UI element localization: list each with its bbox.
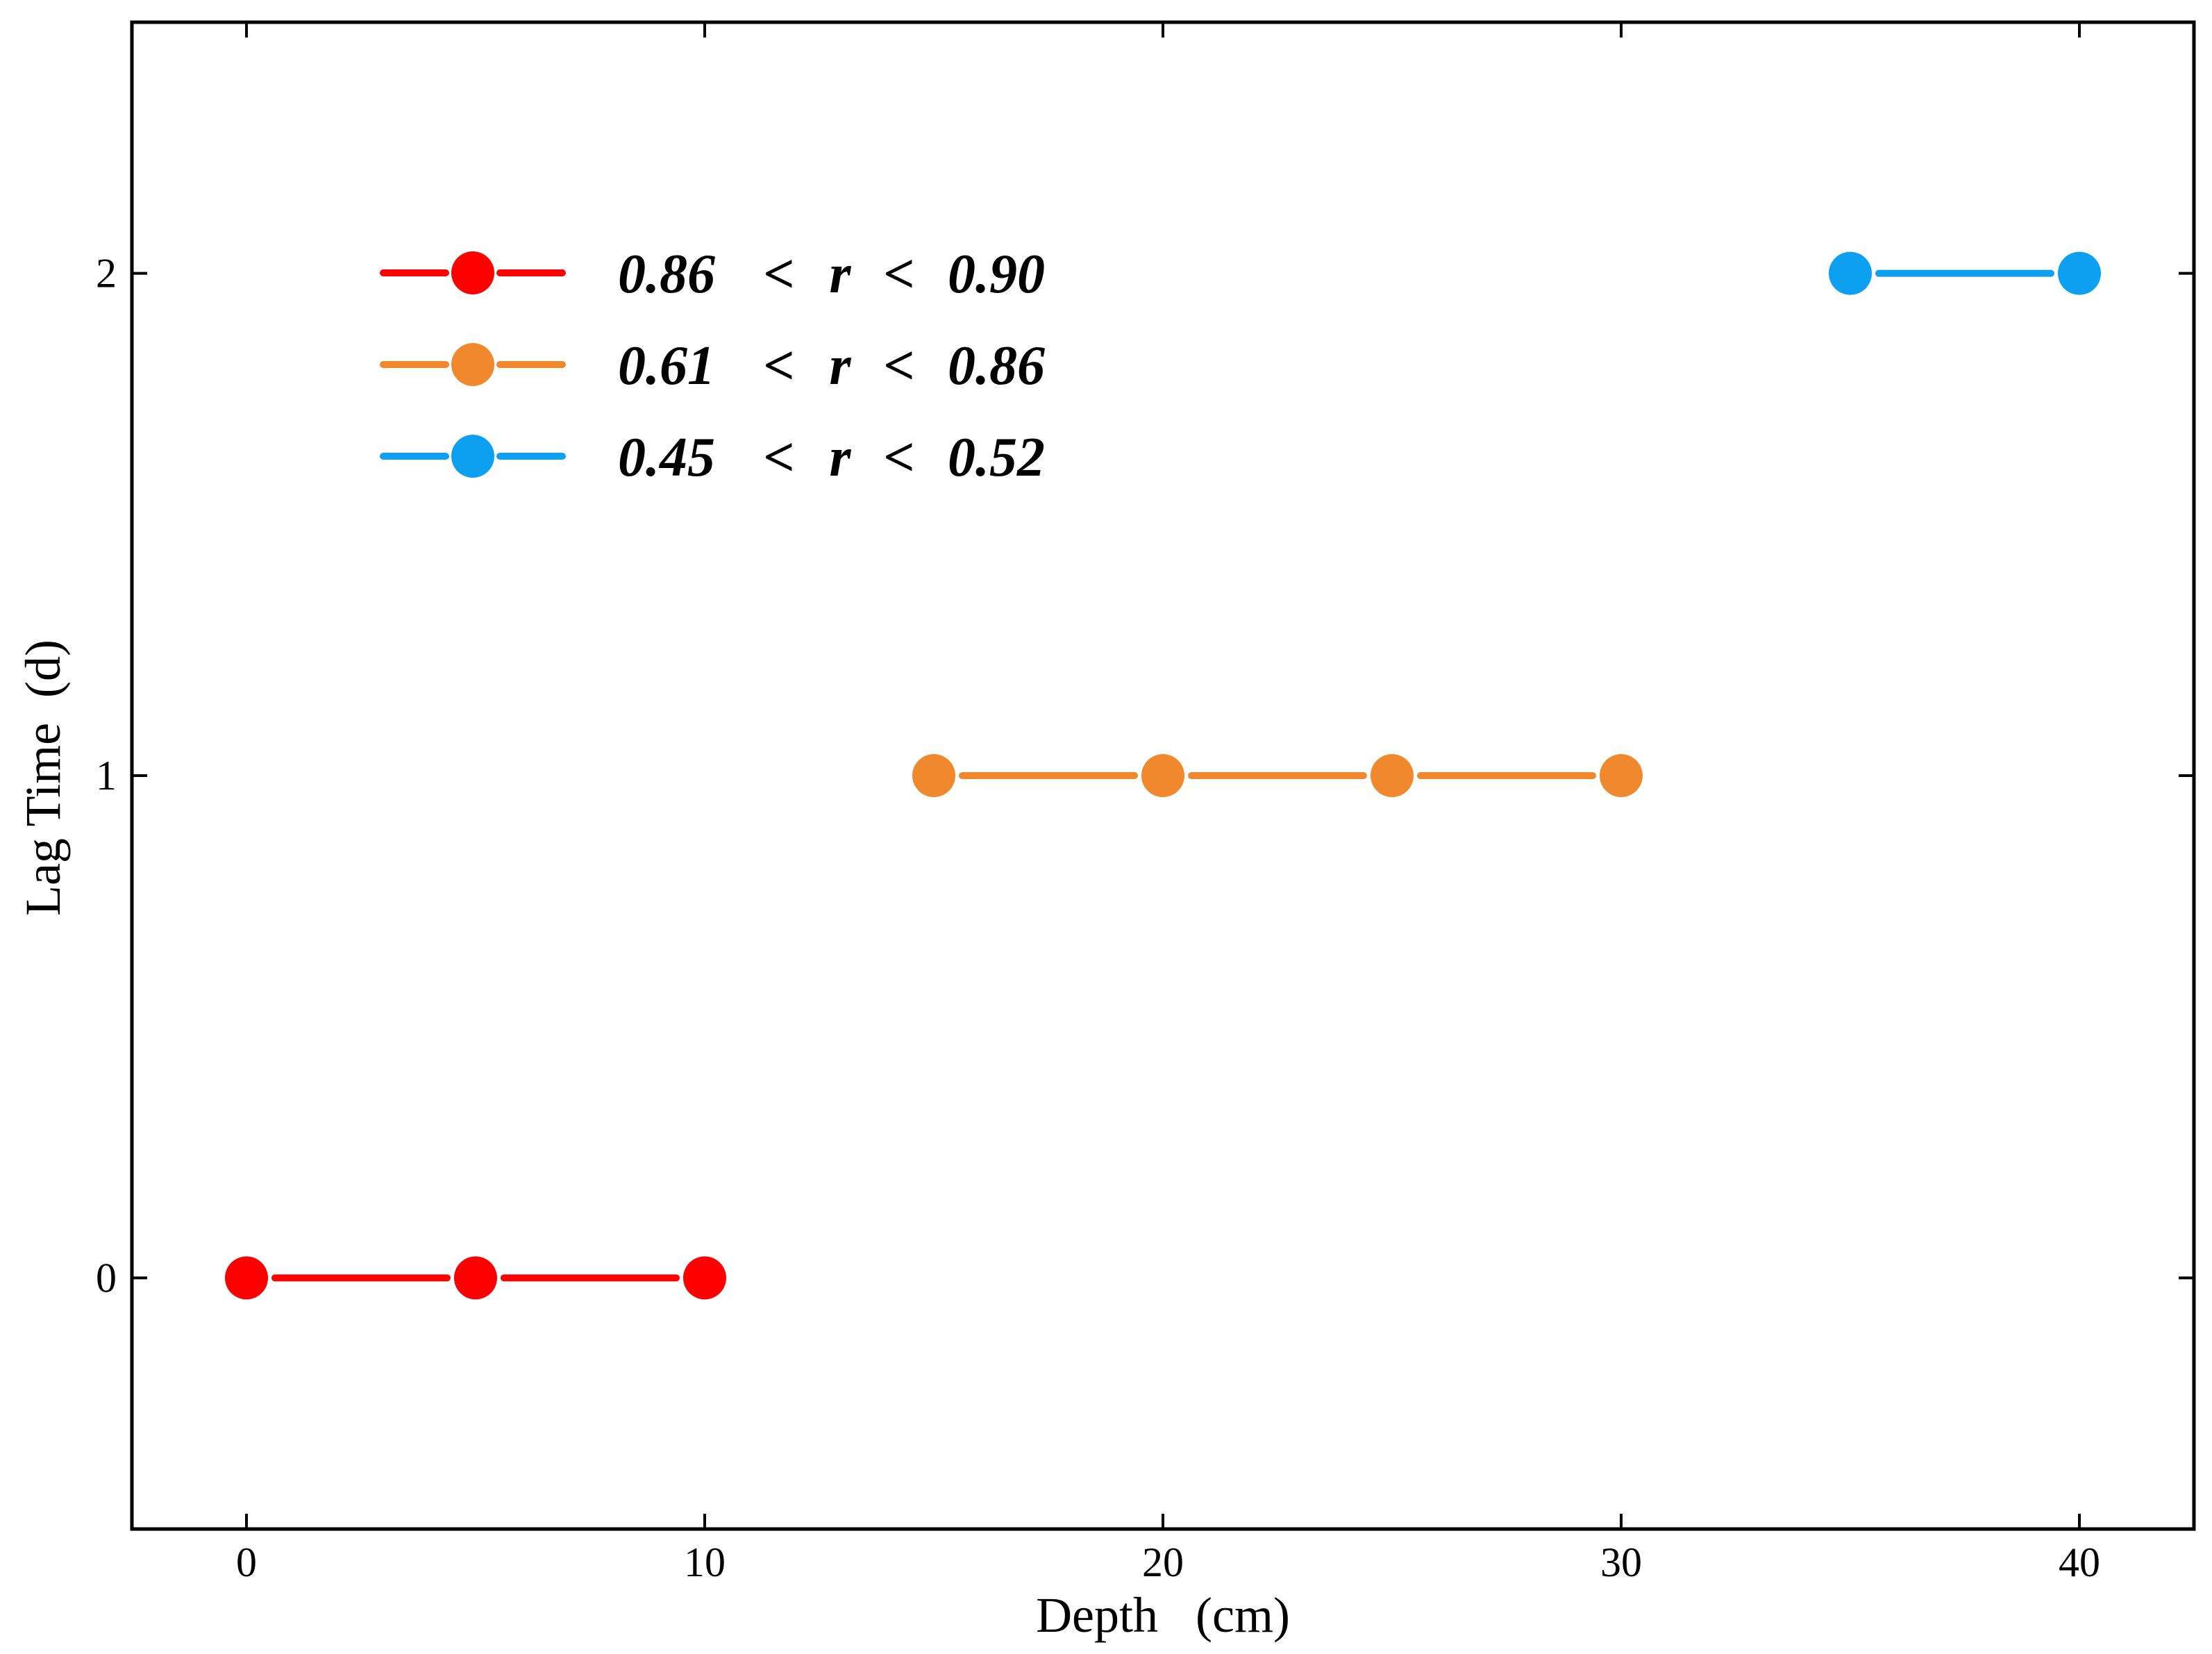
legend-marker: [451, 343, 494, 386]
x-tick-label: 20: [1142, 1539, 1184, 1585]
legend: 0.86 < r <0.90 0.61 < r <0.86 0.45 < r <0.52: [380, 244, 1045, 488]
legend-label-hi: 0.86: [948, 335, 1045, 396]
x-tick-label: 40: [2059, 1539, 2100, 1585]
data-point: [683, 1256, 726, 1300]
y-tick-label: 1: [96, 753, 117, 799]
legend-label-var: r: [829, 244, 851, 305]
legend-entry-3: 0.45 < r <0.52: [380, 427, 1045, 488]
series-3: [1829, 251, 2101, 295]
data-point: [225, 1256, 268, 1300]
legend-label-op1: <: [763, 335, 795, 396]
legend-label-op1: <: [763, 427, 795, 488]
y-axis-ticks: 0 1 2: [96, 251, 2194, 1301]
data-point: [2058, 251, 2101, 295]
x-tick-label: 0: [236, 1539, 257, 1585]
legend-label-op2: <: [883, 427, 915, 488]
data-point: [1600, 754, 1643, 797]
data-point: [454, 1256, 497, 1300]
series-2: [912, 754, 1643, 797]
legend-label-var: r: [829, 335, 851, 396]
x-axis-ticks: 0 10 20 30 40: [236, 22, 2100, 1585]
series-1: [225, 1256, 726, 1300]
legend-label-lo: 0.61: [618, 335, 715, 396]
legend-entry-2: 0.61 < r <0.86: [380, 335, 1045, 396]
series-layer: [225, 251, 2101, 1300]
legend-label-lo: 0.45: [618, 427, 715, 488]
y-axis-label: Lag Time (d): [15, 640, 71, 916]
data-point: [1141, 754, 1184, 797]
legend-entry-1: 0.86 < r <0.90: [380, 244, 1045, 305]
legend-label-var: r: [829, 427, 851, 488]
legend-label-lo: 0.86: [618, 244, 715, 305]
data-point: [1371, 754, 1414, 797]
legend-label-hi: 0.52: [948, 427, 1045, 488]
legend-marker: [451, 435, 494, 478]
legend-label-op1: <: [763, 244, 795, 305]
y-tick-label: 2: [96, 251, 117, 296]
legend-label-hi: 0.90: [948, 244, 1045, 305]
data-point: [1829, 251, 1872, 295]
data-point: [912, 754, 955, 797]
y-tick-label: 0: [96, 1255, 117, 1301]
legend-label-op2: <: [883, 335, 915, 396]
x-tick-label: 30: [1600, 1539, 1642, 1585]
legend-label-op2: <: [883, 244, 915, 305]
legend-marker: [451, 251, 494, 294]
x-axis-label: Depth (cm): [1036, 1587, 1290, 1643]
x-tick-label: 10: [684, 1539, 726, 1585]
